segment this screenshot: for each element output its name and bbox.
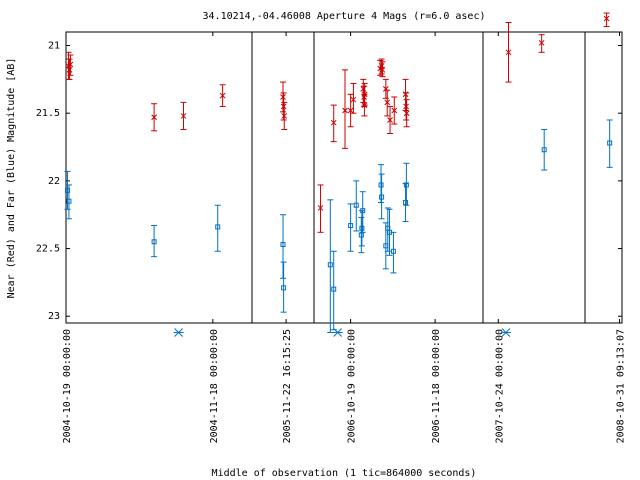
near-point xyxy=(379,61,386,78)
x-axis-ticks: 2004-10-19 00:00:00 2004-11-18 00:00:00 20… xyxy=(62,32,627,443)
near-point xyxy=(361,82,368,106)
near-point xyxy=(330,104,337,143)
near-point xyxy=(360,78,367,103)
y-tick-label: 22 xyxy=(48,176,60,187)
near-point xyxy=(384,89,391,117)
far-point xyxy=(378,164,385,204)
near-point xyxy=(403,92,410,121)
near-point xyxy=(317,184,324,233)
x-tick-label: 2005-11-22 16:15:25 xyxy=(282,329,293,443)
panel-dividers xyxy=(251,32,586,323)
far-point xyxy=(390,231,397,274)
near-point xyxy=(347,93,354,128)
far-point xyxy=(606,119,613,168)
undetected-marker xyxy=(173,328,184,337)
x-tick-label: 2006-11-18 00:00:00 xyxy=(431,329,442,443)
near-point xyxy=(603,12,610,28)
far-point xyxy=(358,216,365,254)
near-point xyxy=(281,101,288,130)
x-tick-label: 2006-10-19 00:00:00 xyxy=(347,329,358,443)
y-tick-label: 23 xyxy=(48,311,60,322)
near-point xyxy=(350,82,357,114)
far-point xyxy=(214,204,221,252)
y-axis-label: Near (Red) and Far (Blue) Magnitude [AB] xyxy=(6,58,17,299)
far-point xyxy=(65,184,72,220)
x-tick-label: 2008-10-31 09:13:07 xyxy=(616,329,627,443)
far-point xyxy=(353,180,360,232)
near-point xyxy=(151,103,158,132)
far-point xyxy=(358,210,365,247)
y-tick-label: 21 xyxy=(48,41,60,52)
near-point xyxy=(391,96,398,125)
near-point xyxy=(387,105,394,135)
near-point xyxy=(180,101,187,130)
near-point xyxy=(403,99,410,128)
far-point xyxy=(402,183,409,222)
near-point xyxy=(505,22,512,83)
near-point xyxy=(342,69,348,149)
x-tick-label: 2004-10-19 00:00:00 xyxy=(62,329,73,443)
data-points xyxy=(64,12,613,337)
near-point xyxy=(382,78,389,99)
far-point xyxy=(403,162,410,206)
undetected-marker xyxy=(332,328,343,337)
far-point xyxy=(280,214,286,279)
x-tick-label: 2007-10-24 00:00:00 xyxy=(494,329,505,443)
far-point xyxy=(359,191,366,233)
y-tick-label: 22.5 xyxy=(36,244,60,255)
far-point xyxy=(151,225,158,258)
near-point xyxy=(67,54,74,76)
plot-frame xyxy=(65,31,623,324)
near-point xyxy=(219,84,226,107)
undetected-marker xyxy=(500,328,511,337)
chart-title: 34.10214,-04.46008 Aperture 4 Mags (r=6.… xyxy=(203,11,486,22)
near-point xyxy=(538,34,545,53)
far-point xyxy=(280,261,287,313)
near-point xyxy=(66,58,73,80)
y-axis-ticks: 21 21.5 22 22.5 23 xyxy=(36,41,622,322)
y-tick-label: 21.5 xyxy=(36,108,60,119)
far-point xyxy=(330,250,337,331)
far-point xyxy=(541,128,548,171)
far-point xyxy=(378,173,385,220)
x-axis-label: Middle of observation (1 tic=864000 seco… xyxy=(212,468,477,479)
x-tick-label: 2004-11-18 00:00:00 xyxy=(209,329,220,443)
far-point xyxy=(327,199,334,333)
far-point xyxy=(347,203,354,252)
